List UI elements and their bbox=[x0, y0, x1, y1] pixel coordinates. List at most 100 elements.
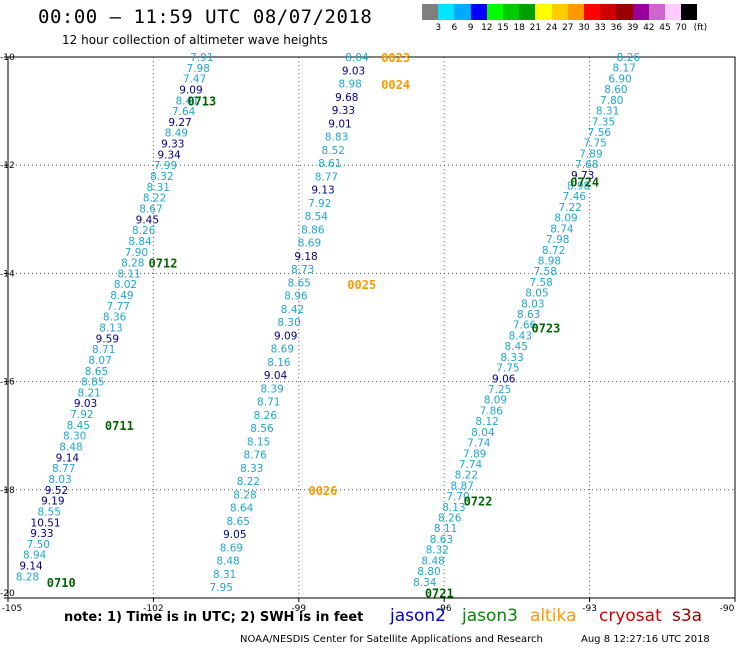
wave-height-value: 9.19 bbox=[41, 496, 64, 508]
color-scale-label: 3 bbox=[435, 23, 442, 33]
latitude-tick-label: -18 bbox=[0, 486, 15, 496]
footer-credit: NOAA/NESDIS Center for Satellite Applica… bbox=[240, 634, 543, 645]
color-swatch bbox=[503, 4, 520, 20]
wave-height-value: 9.03 bbox=[342, 65, 365, 77]
pass-time-label: 0722 bbox=[464, 495, 493, 509]
wave-height-value: 8.63 bbox=[430, 534, 453, 546]
wave-height-value: 8.69 bbox=[220, 542, 243, 554]
wave-height-value: 8.31 bbox=[147, 182, 170, 194]
pass-time-label: 0026 bbox=[308, 484, 337, 498]
wave-height-value: 7.99 bbox=[154, 160, 177, 172]
color-scale-label: 15 bbox=[497, 23, 509, 33]
wave-height-value: 8.28 bbox=[121, 258, 144, 270]
pass-time-label: 0710 bbox=[47, 576, 76, 590]
wave-height-value: 7.86 bbox=[480, 405, 504, 417]
wave-height-value: 7.35 bbox=[592, 116, 615, 128]
wave-height-value: 9.68 bbox=[335, 92, 358, 104]
wave-height-value: 8.31 bbox=[213, 569, 236, 581]
latitude-tick-label: -20 bbox=[0, 589, 15, 599]
wave-height-value: 8.67 bbox=[139, 203, 162, 215]
wave-height-value: 8.71 bbox=[92, 344, 115, 356]
units-note: note: 1) Time is in UTC; 2) SWH is in fe… bbox=[64, 610, 364, 625]
wave-height-value: 8.22 bbox=[455, 470, 478, 482]
wave-height-value: 7.66 bbox=[513, 320, 537, 332]
wave-height-value: 8.22 bbox=[237, 476, 260, 488]
wave-height-value: 8.15 bbox=[247, 436, 270, 448]
latitude-tick-label: -14 bbox=[0, 269, 15, 279]
wave-height-value: 8.26 bbox=[254, 410, 278, 422]
color-scale-label: 18 bbox=[513, 23, 525, 33]
wave-height-value: 8.30 bbox=[63, 431, 86, 443]
wave-height-value: 8.22 bbox=[143, 193, 166, 205]
wave-height-value: 8.71 bbox=[257, 397, 280, 409]
longitude-tick-label: -90 bbox=[720, 604, 735, 614]
longitude-tick-label: -93 bbox=[582, 604, 597, 614]
wave-height-value: 8.13 bbox=[99, 323, 122, 335]
satellite-legend-cryosat: cryosat bbox=[599, 606, 662, 626]
wave-height-value: 8.07 bbox=[88, 355, 111, 367]
wave-height-value: 7.58 bbox=[534, 266, 557, 278]
wave-height-value: 8.41 bbox=[176, 95, 199, 107]
color-swatch bbox=[422, 4, 439, 20]
wave-height-value: 8.03 bbox=[48, 474, 71, 486]
wave-height-value: 8.98 bbox=[338, 79, 361, 91]
color-swatch bbox=[584, 4, 601, 20]
wave-height-value: 7.89 bbox=[579, 148, 602, 160]
wave-height-value: 8.11 bbox=[434, 523, 457, 535]
wave-height-value: 8.86 bbox=[301, 224, 325, 236]
wave-height-value: 8.48 bbox=[216, 556, 239, 568]
satellite-legend-altika: altika bbox=[530, 606, 577, 626]
wave-height-value: 10.51 bbox=[31, 517, 61, 529]
wave-height-value: 8.65 bbox=[227, 516, 250, 528]
wave-height-value: 7.68 bbox=[575, 159, 598, 171]
wave-height-value: 8.30 bbox=[277, 317, 300, 329]
color-swatch bbox=[616, 4, 633, 20]
wave-height-value: 8.84 bbox=[128, 236, 152, 248]
wave-height-value: 8.74 bbox=[550, 223, 574, 235]
color-swatch bbox=[454, 4, 471, 20]
wave-height-value: 8.87 bbox=[451, 480, 474, 492]
map-axes: -105 -102 -99 -96 -93 -90 -10 -12 -14 -16 -18 -20 bbox=[0, 53, 736, 614]
wave-height-value: 9.27 bbox=[168, 117, 191, 129]
color-scale-label: 6 bbox=[451, 23, 458, 33]
wave-height-value: 7.75 bbox=[583, 138, 606, 150]
pass-time-label: 0713 bbox=[187, 94, 216, 108]
wave-height-observations: 7.917.987.479.098.417.649.278.499.339.34… bbox=[16, 52, 641, 594]
pass-time-label: 0023 bbox=[381, 51, 410, 65]
wave-height-value: 7.70 bbox=[446, 491, 469, 503]
wave-height-value: 8.09 bbox=[554, 213, 577, 225]
wave-height-value: 8.34 bbox=[413, 577, 437, 589]
latitude-tick-label: -10 bbox=[0, 53, 15, 63]
map-subtitle: 12 hour collection of altimeter wave hei… bbox=[62, 33, 328, 47]
color-scale-label: 42 bbox=[643, 23, 655, 33]
wave-height-value: 9.33 bbox=[30, 528, 53, 540]
wave-height-value: 8.33 bbox=[240, 463, 263, 475]
wave-height-value: 7.90 bbox=[125, 247, 148, 259]
wave-height-value: 7.50 bbox=[27, 539, 50, 551]
wave-height-value: 7.25 bbox=[488, 384, 511, 396]
wave-height-value: 8.26 bbox=[132, 225, 156, 237]
wave-height-value: 9.33 bbox=[161, 139, 184, 151]
color-scale-label: 45 bbox=[659, 23, 671, 33]
color-swatch bbox=[681, 4, 698, 20]
wave-height-value: 7.64 bbox=[172, 106, 196, 118]
color-scale-label: 9 bbox=[467, 23, 474, 33]
latitude-tick-label: -16 bbox=[0, 378, 15, 388]
wave-height-value: 9.03 bbox=[74, 398, 97, 410]
satellite-legend-jason2: jason2 bbox=[390, 606, 446, 626]
wave-height-value: 8.65 bbox=[85, 366, 108, 378]
wave-height-value: 8.85 bbox=[81, 377, 104, 389]
wave-height-value: 8.09 bbox=[484, 395, 507, 407]
wave-height-value: 7.92 bbox=[308, 198, 331, 210]
wave-height-value: 7.75 bbox=[496, 363, 519, 375]
wave-height-value: 8.98 bbox=[538, 255, 561, 267]
wave-height-value: 8.60 bbox=[604, 84, 627, 96]
wave-height-value: 6.90 bbox=[608, 73, 631, 85]
color-swatch bbox=[665, 4, 682, 20]
wave-height-value: 8.54 bbox=[305, 211, 329, 223]
wave-height-value: 8.80 bbox=[417, 566, 440, 578]
wave-height-value: 8.77 bbox=[52, 463, 75, 475]
satellite-legend-jason3: jason3 bbox=[462, 606, 518, 626]
